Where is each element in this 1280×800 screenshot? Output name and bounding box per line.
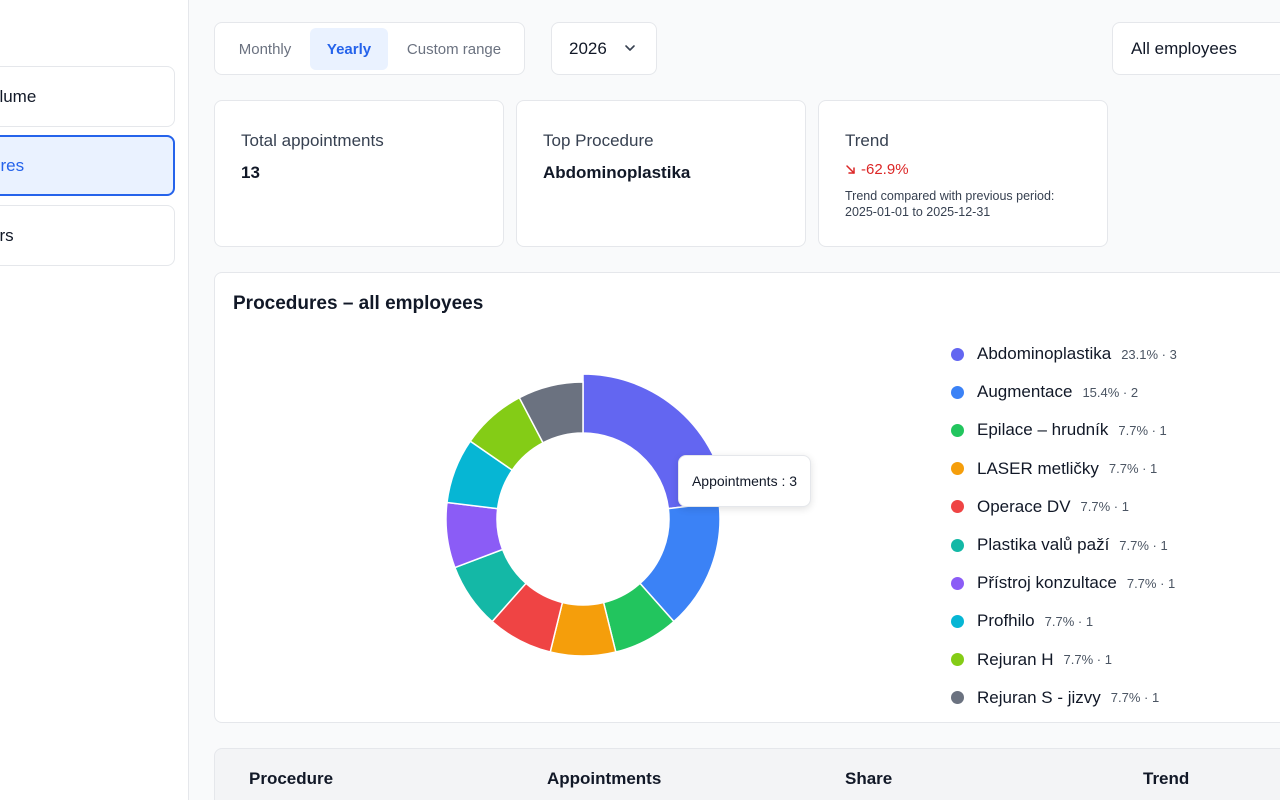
legend-color-dot — [951, 614, 964, 628]
trend-note-line2: 2025-01-01 to 2025-12-31 — [845, 205, 991, 219]
legend-label: Epilace – hrudník — [977, 420, 1109, 440]
legend-value: 7.7% · 1 — [1044, 613, 1094, 629]
top-procedure-label: Top Procedure — [543, 131, 654, 150]
legend-item[interactable]: LASER metličky 7.7% · 1 — [950, 450, 1280, 488]
trend-label: Trend — [845, 131, 889, 150]
sidebar-item-doctors[interactable]: ors — [0, 205, 175, 266]
legend-value: 7.7% · 1 — [1108, 461, 1158, 477]
chart-title: Procedures – all employees — [233, 293, 484, 314]
legend-label: Operace DV — [977, 496, 1071, 516]
sidebar-item-label: olume — [0, 86, 37, 106]
legend-color-dot — [951, 462, 964, 476]
main-content: Monthly Yearly Custom range 2026 All emp… — [189, 0, 1280, 800]
legend-value: 23.1% · 3 — [1121, 346, 1177, 362]
legend-label: Abdominoplastika — [977, 344, 1112, 364]
chart-legend: Abdominoplastika 23.1% · 3 Augmentace 15.4%… — [950, 335, 1280, 717]
trend-note-line1: Trend compared with previous period: — [845, 189, 1055, 203]
sidebar: olume ures ors — [0, 0, 189, 800]
legend-color-dot — [951, 385, 964, 399]
legend-item[interactable]: Přístroj konzultace 7.7% · 1 — [950, 564, 1280, 602]
legend-label: Plastika valů paží — [977, 535, 1110, 555]
employee-value: All employees — [1131, 38, 1237, 58]
procedures-table: Procedure Appointments Share Trend — [214, 748, 1280, 800]
legend-label: Profhilo — [977, 611, 1035, 631]
legend-item[interactable]: Abdominoplastika 23.1% · 3 — [950, 335, 1280, 373]
legend-value: 7.7% · 1 — [1063, 652, 1112, 668]
tab-custom-range[interactable]: Custom range — [406, 40, 502, 58]
arrow-down-right-icon — [846, 164, 855, 174]
legend-label: Rejuran H — [977, 649, 1054, 669]
employee-select[interactable]: All employees — [1112, 22, 1280, 75]
top-procedure-value: Abdominoplastika — [543, 163, 691, 182]
donut-chart — [445, 373, 728, 657]
legend-item[interactable]: Plastika valů paží 7.7% · 1 — [950, 526, 1280, 564]
sidebar-item-label: ors — [0, 225, 14, 245]
legend-item[interactable]: Profhilo 7.7% · 1 — [950, 602, 1280, 640]
legend-label: LASER metličky — [977, 458, 1099, 478]
legend-color-dot — [951, 576, 964, 590]
legend-label: Přístroj konzultace — [977, 573, 1117, 593]
total-appointments-label: Total appointments — [241, 131, 384, 150]
donut-slice[interactable] — [518, 381, 584, 444]
column-header-trend: Trend — [1143, 769, 1190, 788]
procedures-chart-card: Procedures – all employees Appointments … — [214, 272, 1280, 723]
legend-color-dot — [951, 538, 964, 552]
legend-item[interactable]: Operace DV 7.7% · 1 — [950, 488, 1280, 526]
legend-label: Rejuran S - jizvy — [977, 687, 1101, 707]
year-value: 2026 — [569, 38, 607, 58]
legend-item[interactable]: Augmentace 15.4% · 2 — [950, 373, 1280, 411]
legend-value: 7.7% · 1 — [1119, 537, 1168, 553]
legend-color-dot — [951, 500, 964, 514]
trend-card: Trend -62.9% Trend compared with previou… — [818, 100, 1108, 247]
legend-value: 7.7% · 1 — [1126, 575, 1176, 591]
legend-value: 7.7% · 1 — [1080, 499, 1129, 515]
sidebar-item-volume[interactable]: olume — [0, 66, 175, 127]
trend-note: Trend compared with previous period: 202… — [845, 188, 1081, 220]
column-header-procedure: Procedure — [249, 769, 334, 788]
tab-yearly[interactable]: Yearly — [310, 28, 388, 70]
period-toggle: Monthly Yearly Custom range — [214, 22, 525, 75]
legend-label: Augmentace — [977, 382, 1073, 402]
legend-value: 15.4% · 2 — [1082, 384, 1139, 400]
top-procedure-card: Top Procedure Abdominoplastika — [516, 100, 806, 247]
total-appointments-value: 13 — [241, 163, 260, 182]
column-header-appointments: Appointments — [547, 769, 662, 788]
trend-value-text: -62.9% — [861, 161, 909, 178]
legend-value: 7.7% · 1 — [1118, 422, 1167, 438]
chevron-down-icon — [625, 45, 635, 51]
sidebar-item-procedures[interactable]: ures — [0, 135, 175, 196]
year-select[interactable]: 2026 — [551, 22, 657, 75]
legend-color-dot — [951, 691, 964, 705]
legend-color-dot — [951, 347, 964, 361]
trend-value: -62.9% — [845, 161, 1081, 178]
tab-monthly[interactable]: Monthly — [238, 40, 292, 58]
legend-item[interactable]: Epilace – hrudník 7.7% · 1 — [950, 411, 1280, 449]
legend-color-dot — [951, 423, 964, 437]
legend-value: 7.7% · 1 — [1110, 690, 1160, 706]
chart-tooltip: Appointments : 3 — [678, 455, 811, 507]
legend-item[interactable]: Rejuran H 7.7% · 1 — [950, 641, 1280, 679]
column-header-share: Share — [845, 769, 893, 788]
legend-color-dot — [951, 653, 964, 667]
sidebar-item-label: ures — [0, 155, 25, 175]
legend-item[interactable]: Rejuran S - jizvy 7.7% · 1 — [950, 679, 1280, 717]
total-appointments-card: Total appointments 13 — [214, 100, 504, 247]
